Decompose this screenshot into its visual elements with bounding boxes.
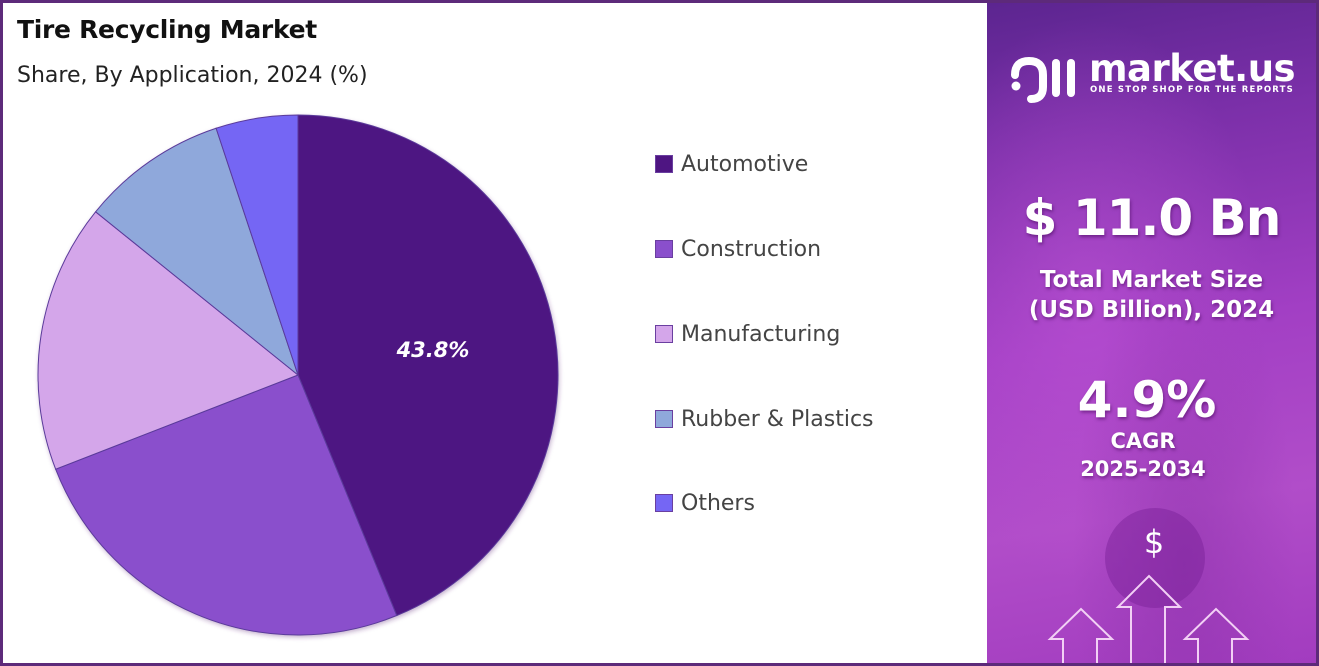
cagr-value: 4.9% — [1077, 371, 1217, 429]
legend-label: Rubber & Plastics — [681, 406, 874, 432]
cagr-label: CAGR 2025-2034 — [987, 427, 1299, 483]
pie-slice-automotive — [297, 114, 559, 617]
growth-arrows-illustration: $ — [1047, 508, 1250, 663]
cagr-label-line2: 2025-2034 — [1080, 457, 1206, 481]
pie-slice-rubber-plastics — [94, 127, 300, 377]
legend-item-rubber-plastics: Rubber & Plastics — [655, 404, 874, 434]
legend-swatch-rubber-plastics — [655, 410, 673, 428]
legend-swatch-others — [655, 494, 673, 512]
legend-label: Others — [681, 490, 755, 516]
legend-label: Manufacturing — [681, 321, 841, 347]
legend-label: Construction — [681, 236, 822, 262]
chart-subtitle: Share, By Application, 2024 (%) — [17, 63, 368, 88]
coin-circle-icon — [1105, 508, 1205, 608]
brand-tagline: ONE STOP SHOP FOR THE REPORTS — [1090, 85, 1294, 95]
legend-item-others: Others — [655, 488, 755, 518]
chart-title: Tire Recycling Market — [17, 15, 317, 44]
summary-panel: market.us ONE STOP SHOP FOR THE REPORTS … — [987, 3, 1316, 663]
pie-slice-manufacturing — [37, 211, 299, 470]
market-size-label: Total Market Size (USD Billion), 2024 — [987, 265, 1316, 325]
pie-slice-construction — [55, 374, 398, 636]
legend-swatch-automotive — [655, 155, 673, 173]
legend-swatch-construction — [655, 240, 673, 258]
legend-item-construction: Construction — [655, 234, 821, 264]
pie-chart: 43.8% — [37, 114, 559, 636]
market-size-value: $ 11.0 Bn — [1022, 189, 1282, 247]
market-us-logo-icon — [1011, 56, 1075, 103]
legend-item-automotive: Automotive — [655, 149, 808, 179]
brand-name: market.us — [1089, 47, 1296, 90]
dollar-sign-icon: $ — [1144, 523, 1164, 561]
up-arrow-icons — [1047, 574, 1250, 663]
legend-item-manufacturing: Manufacturing — [655, 319, 840, 349]
pie-slice-others — [215, 114, 299, 376]
brand-logo: market.us ONE STOP SHOP FOR THE REPORTS — [1009, 47, 1299, 105]
market-size-label-line2: (USD Billion), 2024 — [1028, 297, 1275, 323]
legend-label: Automotive — [681, 151, 809, 177]
pie-data-label-automotive: 43.8% — [396, 338, 470, 362]
legend-swatch-manufacturing — [655, 325, 673, 343]
cagr-label-line1: CAGR — [1110, 429, 1176, 453]
chart-panel: Tire Recycling Market Share, By Applicat… — [3, 3, 987, 663]
market-size-label-line1: Total Market Size — [1039, 267, 1264, 293]
